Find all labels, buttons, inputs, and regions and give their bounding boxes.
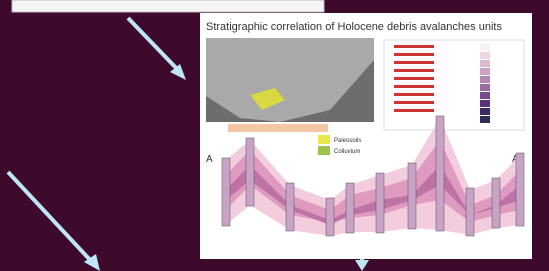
legend-swatch <box>318 135 330 144</box>
legend-swatch <box>318 146 330 155</box>
section-label: A <box>206 154 213 165</box>
map <box>206 38 374 132</box>
legend-label: Paleosoils <box>334 138 361 144</box>
figure-title: Stratigraphic correlation of Holocene de… <box>206 21 502 33</box>
legend-label: Colluvium <box>334 149 360 155</box>
legend-box <box>384 40 524 130</box>
slide: Stratigraphic correlation of Holocene de… <box>0 0 549 271</box>
top-panel <box>12 0 324 12</box>
